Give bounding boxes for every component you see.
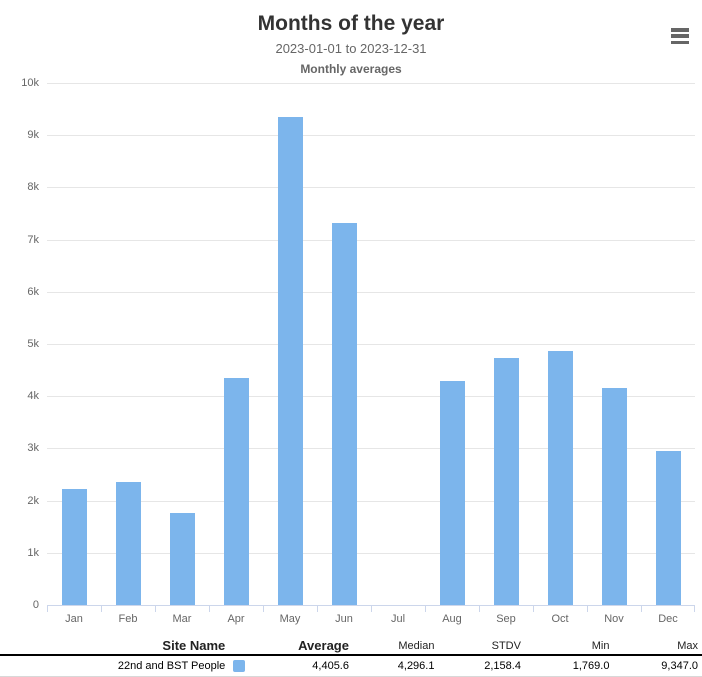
- x-axis-tick: [371, 606, 372, 612]
- x-axis-tick: [533, 606, 534, 612]
- y-axis-label: 7k: [27, 233, 39, 246]
- x-axis-label-apr: Apr: [227, 613, 245, 625]
- bar-nov[interactable]: [601, 387, 627, 605]
- x-axis-tick: [263, 606, 264, 612]
- gridline: [47, 135, 695, 137]
- x-axis-label-nov: Nov: [604, 613, 624, 625]
- y-axis-label: 10k: [21, 77, 39, 89]
- x-axis-label-mar: Mar: [172, 613, 192, 625]
- bar-dec[interactable]: [655, 451, 681, 605]
- gridline: [47, 500, 695, 502]
- x-axis-tick: [641, 606, 642, 612]
- bar-may[interactable]: [277, 117, 303, 605]
- x-axis-tick: [425, 606, 426, 612]
- max-value: 9,347.0: [661, 660, 698, 672]
- stats-table-row: 22nd and BST People 4,405.6 4,296.1 2,15…: [0, 655, 702, 677]
- x-axis-label-jul: Jul: [390, 613, 406, 625]
- gridline: [47, 448, 695, 450]
- site-name: 22nd and BST People: [117, 660, 226, 672]
- y-axis-label: 8k: [27, 181, 39, 194]
- gridline: [47, 187, 695, 189]
- x-axis-label-feb: Feb: [118, 613, 138, 625]
- stats-table: Site Name Average Median STDV Min Max 22…: [0, 637, 702, 677]
- gridline: [47, 291, 695, 293]
- plot-area: [47, 83, 695, 612]
- bar-mar[interactable]: [169, 512, 195, 605]
- x-axis-tick: [101, 606, 102, 612]
- bar-aug[interactable]: [439, 380, 465, 605]
- bar-jun[interactable]: [331, 222, 357, 605]
- header-stdv: STDV: [491, 639, 521, 652]
- chart-title: Months of the year: [257, 12, 445, 35]
- y-axis-label: 2k: [27, 494, 39, 507]
- bar-sep[interactable]: [493, 358, 519, 605]
- y-axis-label: 0: [32, 599, 39, 611]
- header-average: Average: [298, 638, 349, 653]
- x-axis-label-may: May: [279, 613, 301, 625]
- x-axis-tick: [209, 606, 210, 612]
- y-axis-label: 9k: [27, 129, 39, 142]
- header-site-name: Site Name: [162, 638, 226, 653]
- min-value: 1,769.0: [572, 660, 610, 672]
- series-swatch-cell: [229, 655, 271, 677]
- x-axis-label-dec: Dec: [658, 613, 678, 625]
- gridline: [47, 83, 695, 84]
- gridline: [47, 239, 695, 241]
- x-axis-tick: [694, 606, 695, 612]
- gridline: [47, 396, 695, 398]
- y-axis-label: 5k: [27, 338, 39, 350]
- y-axis-label: 4k: [27, 390, 39, 403]
- series-color-swatch: [233, 659, 246, 672]
- stdv-value: 2,158.4: [484, 660, 521, 672]
- chart-subtitle: 2023-01-01 to 2023-12-31: [275, 41, 427, 56]
- header-max: Max: [677, 639, 698, 652]
- header-swatch-spacer: [229, 637, 271, 655]
- average-value: 4,405.6: [312, 660, 349, 672]
- header-median: Median: [398, 639, 435, 652]
- x-axis-tick: [587, 606, 588, 612]
- hamburger-menu-icon[interactable]: [671, 28, 689, 44]
- x-axis-line: [47, 605, 695, 606]
- chart: Months of the year 2023-01-01 to 2023-12…: [21, 12, 695, 625]
- x-axis-tick: [317, 606, 318, 612]
- x-axis-label-sep: Sep: [496, 613, 516, 625]
- median-value: 4,296.1: [397, 660, 435, 672]
- x-axis-label-jun: Jun: [335, 613, 353, 625]
- gridline: [47, 552, 695, 554]
- bar-apr[interactable]: [223, 377, 249, 605]
- bar-oct[interactable]: [547, 350, 573, 605]
- x-axis-label-jan: Jan: [65, 613, 83, 625]
- x-axis-label-aug: Aug: [442, 613, 462, 625]
- x-axis-tick: [479, 606, 480, 612]
- y-axis-label: 6k: [27, 285, 39, 298]
- y-axis-label: 3k: [27, 442, 39, 455]
- x-axis-label-oct: Oct: [551, 613, 569, 625]
- gridline: [47, 344, 695, 345]
- chart-annotation: Monthly averages: [300, 62, 402, 76]
- bar-jan[interactable]: [61, 488, 87, 605]
- stats-table-header-row: Site Name Average Median STDV Min Max: [0, 637, 702, 655]
- x-axis-tick: [155, 606, 156, 612]
- y-axis-label: 1k: [27, 546, 39, 559]
- bar-feb[interactable]: [115, 481, 141, 605]
- x-axis-tick: [47, 606, 48, 612]
- header-min: Min: [591, 639, 610, 652]
